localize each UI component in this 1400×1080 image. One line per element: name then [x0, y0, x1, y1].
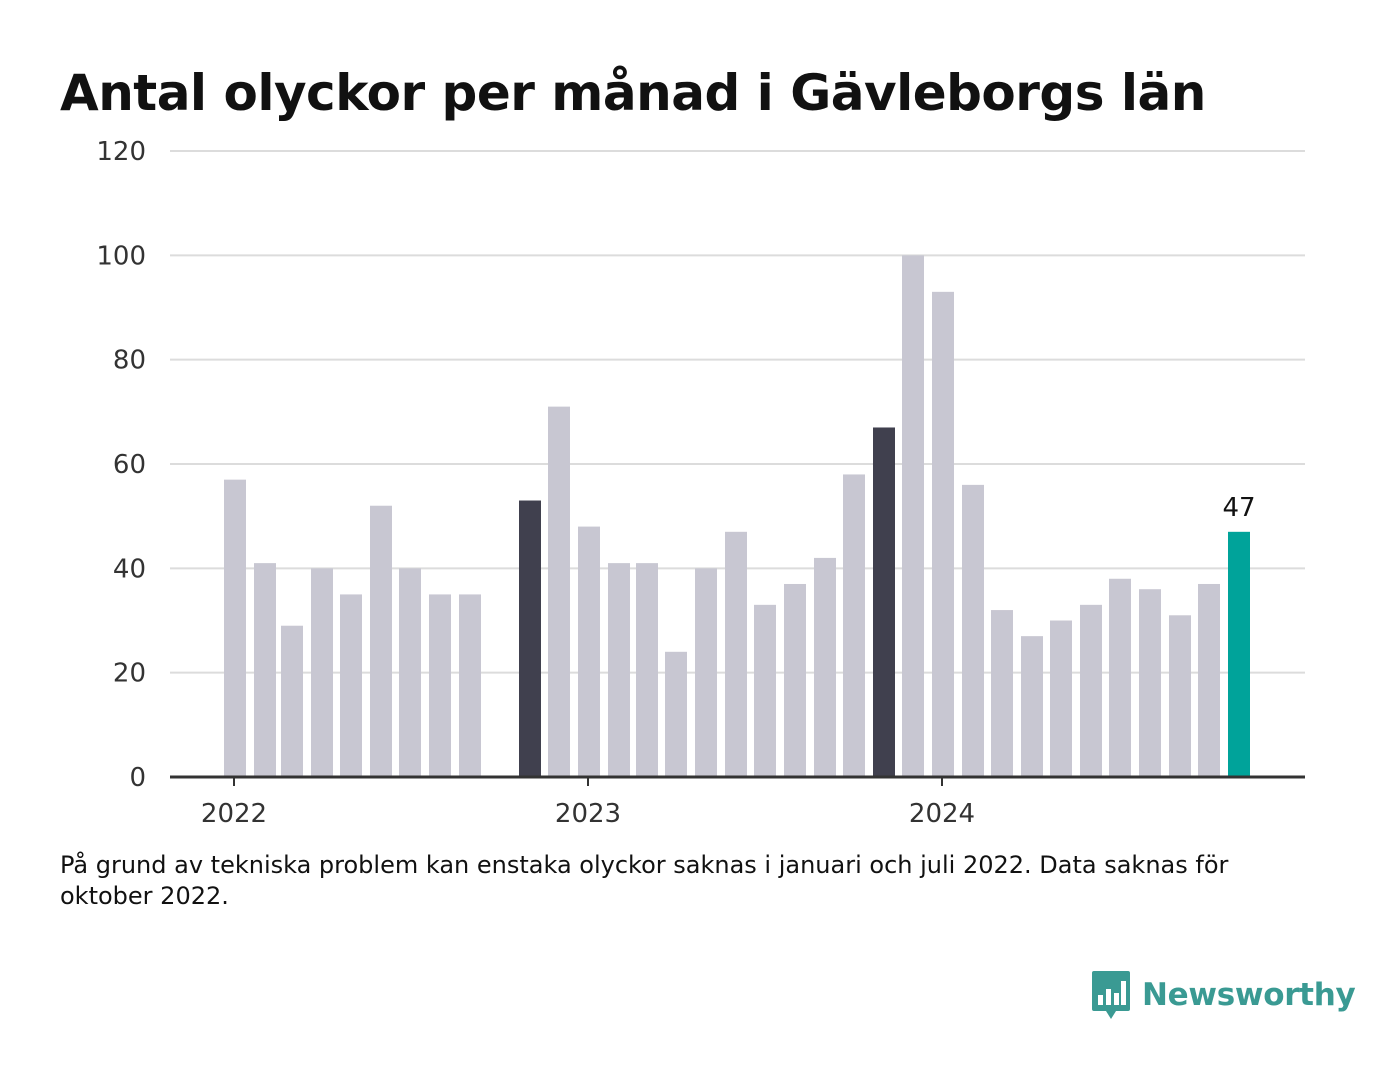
bar [843, 474, 865, 777]
bar [1080, 604, 1102, 777]
y-tick-label: 0 [129, 763, 146, 793]
x-tick-label: 2023 [555, 799, 621, 829]
bar [1109, 578, 1131, 777]
bar [399, 568, 421, 777]
bar [1050, 620, 1072, 777]
bar [608, 563, 630, 777]
bar [873, 427, 895, 777]
y-tick-label: 80 [113, 346, 146, 376]
y-tick-label: 40 [113, 554, 146, 584]
footnote: På grund av tekniska problem kan enstaka… [60, 851, 1229, 910]
bar [340, 594, 362, 777]
y-tick-label: 20 [113, 659, 146, 689]
x-tick-label: 2024 [909, 799, 975, 829]
brand-name: Newsworthy [1142, 977, 1356, 1013]
bars [224, 255, 1250, 778]
bar [784, 583, 806, 777]
bar [1021, 636, 1043, 777]
y-tick-label: 60 [113, 450, 146, 480]
bar [902, 255, 924, 778]
bar [665, 651, 687, 777]
bar [636, 563, 658, 777]
bar [548, 406, 570, 777]
bar [725, 531, 747, 777]
bar [311, 568, 333, 777]
bar [932, 291, 954, 777]
bar [254, 563, 276, 777]
bar [429, 594, 451, 777]
bar [1198, 583, 1220, 777]
chart-title: Antal olyckor per månad i Gävleborgs län [60, 64, 1206, 122]
x-axis-ticks: 2022 2023 2024 [201, 777, 975, 829]
bar [962, 484, 984, 777]
y-tick-label: 120 [96, 137, 146, 167]
bar [281, 625, 303, 777]
bar [578, 526, 600, 777]
brand-logo: Newsworthy [1090, 968, 1356, 1022]
bar [1228, 531, 1250, 777]
bar [991, 610, 1013, 777]
bar [754, 604, 776, 777]
data-label: 47 [1222, 493, 1255, 523]
x-tick-label: 2022 [201, 799, 267, 829]
y-axis-ticks: 0 20 40 60 80 100 120 [96, 137, 146, 793]
bar [695, 568, 717, 777]
data-labels: 47 [1222, 493, 1255, 523]
bar [1139, 589, 1161, 777]
bar [459, 594, 481, 777]
bar [370, 505, 392, 777]
bar [1169, 615, 1191, 777]
bar-chart-speech-bubble-icon [1092, 971, 1130, 1019]
bar [814, 557, 836, 777]
bar [224, 479, 246, 777]
y-tick-label: 100 [96, 241, 146, 271]
bar [519, 500, 541, 777]
